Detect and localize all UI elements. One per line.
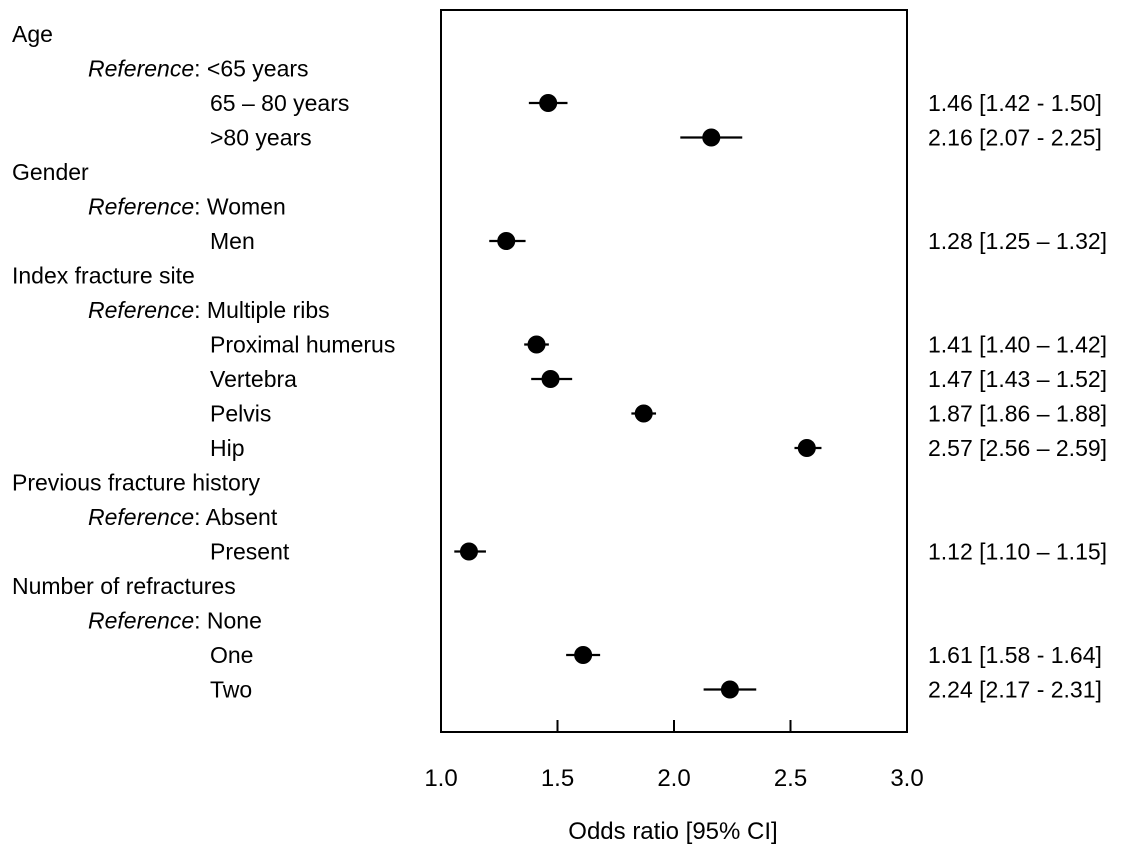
odds-ratio-point xyxy=(634,404,653,423)
x-axis-ticks: 1.0 1.5 2.0 2.5 3.0 xyxy=(424,720,924,792)
reference-category: : Women xyxy=(194,194,286,220)
ci-text: 2.16 [2.07 - 2.25] xyxy=(928,125,1102,151)
odds-ratio-point xyxy=(720,680,739,699)
ci-text: 1.28 [1.25 – 1.32] xyxy=(928,228,1107,254)
group-label: Previous fracture history xyxy=(12,470,260,496)
ci-text: 1.41 [1.40 – 1.42] xyxy=(928,332,1107,358)
item-label: >80 years xyxy=(210,125,312,151)
item-label: One xyxy=(210,642,253,668)
reference-word: Reference xyxy=(88,608,194,634)
reference-label: Reference: Absent xyxy=(88,504,278,530)
item-label: 65 – 80 years xyxy=(210,90,349,116)
group-label: Age xyxy=(12,21,53,47)
group-label: Index fracture site xyxy=(12,263,195,289)
reference-label: Reference: Multiple ribs xyxy=(88,297,330,323)
group-label: Gender xyxy=(12,159,89,185)
reference-label: Reference: Women xyxy=(88,194,286,220)
ci-text: 1.87 [1.86 – 1.88] xyxy=(928,401,1107,427)
ci-text: 1.47 [1.43 – 1.52] xyxy=(928,366,1107,392)
reference-category: : None xyxy=(194,608,262,634)
odds-ratio-point xyxy=(539,94,558,112)
reference-label: Reference: None xyxy=(88,608,262,634)
group-label: Number of refractures xyxy=(12,573,236,599)
odds-ratio-point xyxy=(702,128,721,147)
odds-ratio-point xyxy=(574,646,593,664)
plot-marks xyxy=(454,94,822,699)
reference-category: : Multiple ribs xyxy=(194,297,329,323)
ci-text: 1.46 [1.42 - 1.50] xyxy=(928,90,1102,116)
item-label: Men xyxy=(210,228,255,254)
x-tick-label: 1.5 xyxy=(541,765,574,792)
x-tick-label: 2.0 xyxy=(657,765,690,792)
odds-ratio-point xyxy=(459,542,478,561)
reference-word: Reference xyxy=(88,504,194,530)
x-tick-label: 1.0 xyxy=(424,765,457,792)
reference-word: Reference xyxy=(88,56,194,82)
reference-word: Reference xyxy=(88,194,194,220)
item-label: Vertebra xyxy=(210,366,297,392)
x-axis-title: Odds ratio [95% CI] xyxy=(568,818,777,845)
ci-text: 1.12 [1.10 – 1.15] xyxy=(928,539,1107,565)
odds-ratio-point xyxy=(797,439,816,457)
reference-word: Reference xyxy=(88,297,194,323)
ci-text: 2.24 [2.17 - 2.31] xyxy=(928,677,1102,703)
item-label: Hip xyxy=(210,435,245,461)
item-label: Proximal humerus xyxy=(210,332,395,358)
x-tick-label: 2.5 xyxy=(774,765,807,792)
item-label: Pelvis xyxy=(210,401,271,427)
odds-ratio-point xyxy=(541,370,560,388)
reference-category: : <65 years xyxy=(194,56,308,82)
item-label: Two xyxy=(210,677,252,703)
ci-text-column: 1.46 [1.42 - 1.50] 2.16 [2.07 - 2.25] 1.28… xyxy=(928,90,1107,703)
reference-category: : Absent xyxy=(194,504,278,530)
x-tick-label: 3.0 xyxy=(890,765,923,792)
plot-frame xyxy=(440,9,908,733)
item-label: Present xyxy=(210,539,290,565)
ci-text: 2.57 [2.56 – 2.59] xyxy=(928,435,1107,461)
odds-ratio-point xyxy=(527,335,546,354)
reference-label: Reference: <65 years xyxy=(88,56,309,82)
ci-text: 1.61 [1.58 - 1.64] xyxy=(928,642,1102,668)
odds-ratio-point xyxy=(497,232,516,250)
